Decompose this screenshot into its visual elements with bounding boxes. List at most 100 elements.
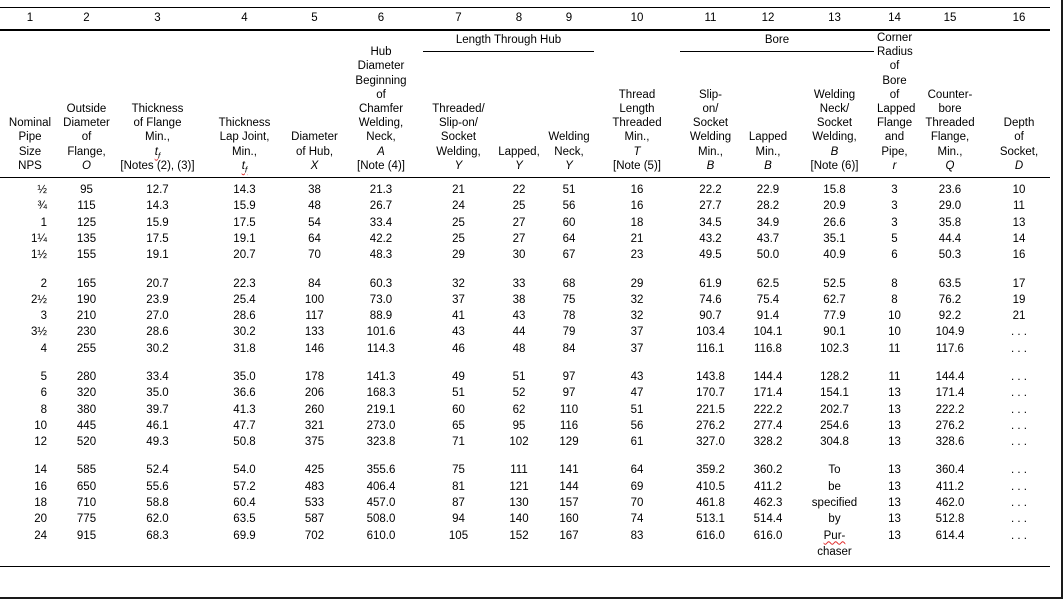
column-number: 15	[912, 7, 988, 31]
table-cell: 304.8	[820, 436, 849, 449]
table-cell: 46	[452, 342, 465, 355]
table-cell: 17.5	[233, 216, 256, 229]
table-cell: 48	[308, 200, 321, 213]
column-header: Corner Radius of Bore of Lapped Flange and Pipe,…	[877, 30, 915, 179]
table-cell: 18	[630, 216, 644, 229]
table-cell: 157	[559, 497, 579, 510]
table-cell: 3	[891, 216, 898, 229]
table-cell: 35.8	[938, 216, 962, 229]
table-cell: 73.0	[369, 293, 393, 306]
table-cell: 513.1	[696, 513, 725, 526]
table-cell: 411.2	[754, 480, 782, 493]
column-group-header: Bore	[677, 30, 877, 59]
table-cell: by	[828, 513, 841, 526]
table-cell: 35.1	[823, 232, 846, 245]
table-cell: To	[828, 464, 841, 477]
table-cell: . . .	[1011, 387, 1027, 400]
table-cell: 1¼	[31, 232, 47, 245]
table-cell: 14.3	[233, 184, 256, 197]
table-cell: 6	[40, 387, 47, 400]
table-cell: 75.4	[756, 293, 780, 306]
table-cell: 60.3	[369, 277, 393, 290]
table-cell: 27	[512, 232, 526, 245]
table-cell: 4	[40, 342, 47, 355]
column-number: 2	[60, 7, 113, 31]
table-cell: 62.7	[823, 293, 846, 306]
table-cell: Pur-chaser	[817, 529, 852, 558]
table-cell: 30	[512, 249, 526, 262]
table-cell: 152	[509, 529, 529, 542]
table-cell: 74.6	[699, 293, 722, 306]
table-cell: 462.3	[753, 497, 783, 510]
symbol-label: Q	[945, 159, 955, 172]
table-cell: 33.4	[369, 216, 393, 229]
table-cell: ¾	[37, 200, 47, 213]
bottom-spacer-cell	[0, 560, 1050, 567]
table-cell: 190	[76, 293, 97, 306]
table-cell: 13	[888, 464, 901, 477]
table-cell: 31.8	[233, 342, 256, 355]
symbol-label: O	[82, 159, 91, 172]
table-cell: 15.8	[823, 184, 846, 197]
table-cell: 44.4	[938, 232, 962, 245]
table-cell: 20.7	[146, 277, 169, 290]
table-cell: 47.7	[233, 419, 256, 432]
column-header: Outside Diameter of Flange, O	[60, 30, 113, 179]
table-cell: 130	[509, 497, 529, 510]
table-cell: 445	[76, 419, 97, 432]
table-cell: 14.3	[146, 200, 169, 213]
column-number: 12	[744, 7, 792, 31]
table-cell: 57.2	[233, 480, 256, 493]
table-cell: 25	[452, 232, 465, 245]
table-cell: 87	[452, 497, 465, 510]
column-number: 8	[497, 7, 541, 31]
table-row: 3½ 230 28.6 30.2 133 101.6 43 44 79 37 103.4 104.1 9…	[0, 324, 1050, 340]
table-cell: 10	[1012, 184, 1026, 197]
table-cell: 160	[559, 513, 579, 526]
table-cell: 40.9	[823, 249, 846, 262]
header-row-columns: Threaded/Slip-on/Socket Welding, Y Lapped, Y…	[0, 59, 1050, 179]
table-cell: 19.1	[146, 249, 169, 262]
table-cell: 28.2	[756, 200, 780, 213]
table-cell: 327.0	[696, 436, 725, 449]
table-cell: 30.2	[146, 342, 169, 355]
table-cell: 16	[630, 184, 644, 197]
table-cell: 47	[630, 387, 644, 400]
table-cell: 44	[512, 326, 526, 339]
table-cell: 11	[888, 371, 901, 383]
table-cell: 2½	[31, 293, 47, 306]
table-cell: 95	[80, 184, 93, 197]
table-cell: 70	[630, 497, 644, 510]
table-cell: 254.6	[820, 419, 849, 432]
table-row: 18 710 58.8 60.4 533 457.0 87 130 157 70 461.8 462.…	[0, 495, 1050, 511]
table-cell: 64	[630, 464, 644, 477]
table-cell: 41.3	[233, 403, 256, 416]
table-cell: 32	[452, 277, 465, 290]
group-header-label: Bore	[680, 33, 874, 52]
column-header: Nominal Pipe Size NPS	[0, 30, 60, 179]
table-cell: 25.4	[233, 293, 256, 306]
table-cell: 32	[630, 293, 644, 306]
table-body: ½ 95 12.7 14.3 38 21.3 21 22 51 16 22.2 22.9 15.8 3 23…	[0, 178, 1050, 567]
table-row: 8 380 39.7 41.3 260 219.1 60 62 110 51 221.5 222.2 2…	[0, 402, 1050, 418]
table-cell: 62.0	[146, 513, 169, 526]
table-cell: 84	[308, 277, 321, 290]
table-cell: 67	[562, 249, 576, 262]
table-cell: 104.1	[753, 326, 783, 339]
table-cell: 104.9	[935, 326, 965, 339]
group-spacer	[0, 450, 1050, 462]
column-number: 7	[420, 7, 497, 31]
bottom-spacer	[0, 560, 1050, 567]
table-cell: 21	[1012, 310, 1026, 323]
column-number-row: 1 2 3 4 5 6 7 8 9 10 11 12 13 14 15 16	[0, 7, 1050, 31]
table-cell: 585	[76, 464, 97, 477]
table-cell: 616.0	[696, 529, 725, 542]
table-cell: 43.7	[756, 232, 780, 245]
table-cell: 55.6	[146, 480, 169, 493]
column-header: Welding Neck/Socket Welding, B [Note (6)]	[792, 59, 877, 179]
column-number: 4	[202, 7, 287, 31]
table-cell: 210	[76, 310, 97, 323]
table-cell: 141.3	[366, 371, 396, 383]
table-cell: 710	[76, 497, 97, 510]
